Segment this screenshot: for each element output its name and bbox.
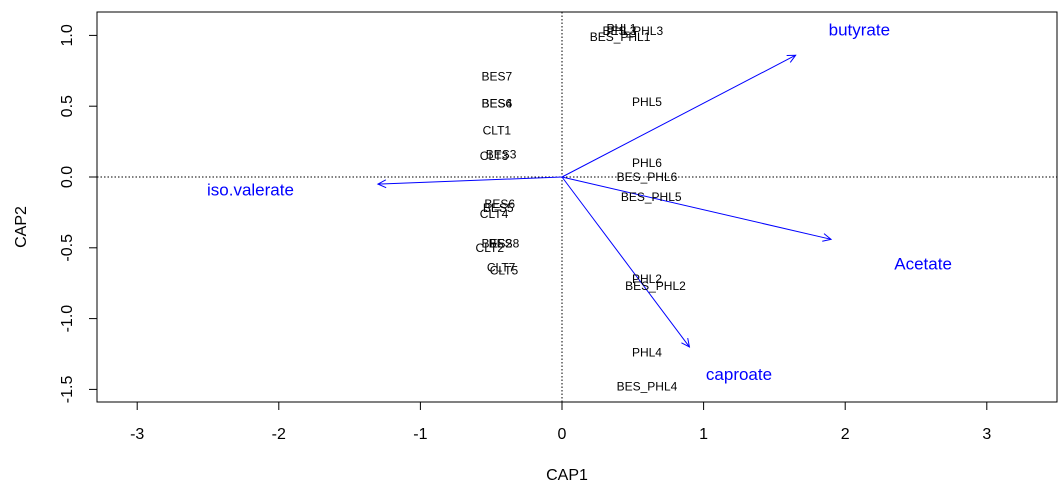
site-label-bes-phl5: BES_PHL5	[621, 190, 682, 204]
site-label-bes4: BES4	[482, 96, 513, 110]
site-label-clt3: CLT3	[480, 149, 509, 163]
arrowhead	[822, 233, 833, 242]
site-label-bes6: BES6	[484, 197, 515, 211]
site-label-bes8: BES8	[489, 237, 520, 251]
site-label-clt5: CLT5	[490, 263, 519, 277]
arrow-label-butyrate: butyrate	[829, 21, 890, 40]
site-label-phl5: PHL5	[632, 95, 662, 109]
arrow-iso-valerate	[377, 176, 563, 185]
site-label-phl6: PHL6	[632, 156, 662, 170]
arrowhead	[376, 179, 387, 189]
site-label-clt1: CLT1	[483, 123, 512, 137]
arrowhead	[786, 54, 797, 63]
x-tick-label: 3	[982, 426, 991, 443]
x-tick-label: -2	[272, 426, 286, 443]
site-label-phl4: PHL4	[632, 346, 662, 360]
arrow-label-caproate: caproate	[706, 365, 772, 384]
y-tick-label: 0.0	[59, 166, 76, 188]
site-label-bes-phl2: BES_PHL2	[625, 279, 686, 293]
site-label-clt7: CLT7	[487, 261, 516, 275]
arrow-caproate	[561, 176, 690, 348]
y-tick-label: -1.5	[59, 376, 76, 404]
y-tick-label: -1.0	[59, 305, 76, 333]
arrow-label-iso-valerate: iso.valerate	[207, 181, 294, 200]
plot-frame	[96, 11, 1058, 403]
arrow-label-Acetate: Acetate	[894, 254, 952, 273]
site-label-bes-phl6: BES_PHL6	[617, 170, 678, 184]
plot-area: -3 -2 -1 0 1 2 3 -1.5 -1.0 -0.5 0.0 0.5 1.0 butyrate i…	[59, 11, 1058, 443]
site-label-phl1: PHL1	[606, 21, 636, 35]
site-label-bes6: BES6	[482, 96, 513, 110]
y-tick-label: 0.5	[59, 95, 76, 117]
y-axis-title: CAP2	[13, 206, 30, 248]
arrowhead	[681, 337, 691, 348]
site-label-phl2: PHL2	[632, 272, 662, 286]
x-tick-label: 2	[841, 426, 850, 443]
site-label-bes-phl3: BES_PHL3	[602, 24, 663, 38]
arrow-butyrate	[561, 54, 796, 178]
x-tick-label: 1	[699, 426, 708, 443]
site-label-clt4: CLT4	[480, 207, 509, 221]
y-tick-label: 1.0	[59, 24, 76, 46]
site-label-phl3: PHL3	[606, 24, 636, 38]
site-label-bes-phl4: BES_PHL4	[617, 380, 678, 394]
site-label-bes7: BES7	[482, 69, 513, 83]
x-axis-title: CAP1	[546, 467, 588, 484]
site-label-bes-phl1: BES_PHL1	[590, 30, 651, 44]
site-label-clt2: CLT2	[476, 241, 505, 255]
x-tick-label: -3	[130, 426, 144, 443]
site-label-bes2: BES2	[482, 237, 513, 251]
arrow-Acetate	[561, 176, 832, 240]
x-tick-label: 0	[558, 426, 567, 443]
y-tick-label: -0.5	[59, 234, 76, 262]
site-label-bes5: BES5	[483, 201, 514, 215]
site-label-bes3: BES3	[486, 147, 517, 161]
x-tick-label: -1	[413, 426, 427, 443]
